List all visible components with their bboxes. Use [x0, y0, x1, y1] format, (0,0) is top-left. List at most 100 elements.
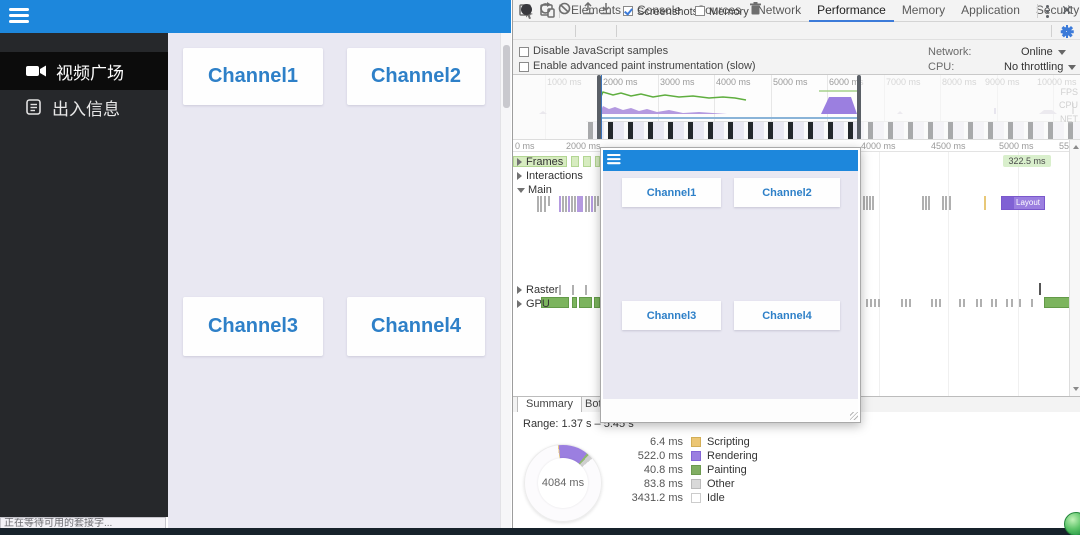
preview-app-header: [603, 150, 858, 171]
summary-donut-chart: 4084 ms: [524, 444, 602, 522]
scroll-down-icon[interactable]: [1073, 387, 1079, 391]
channel3-card[interactable]: Channel3: [183, 297, 323, 356]
paint-instrumentation-row[interactable]: Enable advanced paint instrumentation (s…: [519, 59, 756, 73]
preview-channel3: Channel3: [622, 301, 721, 330]
tab-memory[interactable]: Memory: [901, 3, 946, 17]
capture-settings-pane: Disable JavaScript samples Enable advanc…: [513, 40, 1080, 75]
load-profile-icon[interactable]: [582, 2, 594, 15]
tab-sources[interactable]: Sources: [697, 3, 742, 17]
ruler-tick: 0 ms: [515, 141, 535, 151]
preview-app-body: Channel1 Channel2 Channel3 Channel4: [603, 171, 858, 399]
channel2-card[interactable]: Channel2: [347, 48, 485, 105]
reload-icon[interactable]: [539, 2, 552, 15]
section-frames[interactable]: Frames: [517, 156, 563, 168]
document-icon: [26, 99, 42, 115]
channel1-card[interactable]: Channel1: [183, 48, 323, 105]
toolbar-divider: [616, 25, 617, 37]
legend-row-painting: 40.8 ms Painting: [643, 464, 747, 476]
checkbox-icon: [695, 6, 705, 16]
app-sidebar: 视频广场 出入信息: [0, 33, 168, 517]
selection-handle-left[interactable]: [597, 75, 601, 139]
overview-tick: 5000 ms: [773, 77, 808, 87]
collapse-icon: [517, 187, 525, 193]
cpu-throttle-select[interactable]: No throttling: [1004, 61, 1077, 73]
overview-tick: 3000 ms: [660, 77, 695, 87]
network-throttle-select[interactable]: Online: [1021, 46, 1066, 58]
memory-checkbox[interactable]: Memory: [695, 2, 749, 20]
channel4-card[interactable]: Channel4: [347, 297, 485, 356]
ruler-tick: 4500 ms: [931, 141, 966, 151]
devtools-panel: Elements Console Sources Network Perform…: [512, 0, 1080, 535]
expand-icon: [517, 286, 522, 294]
selected-duration-badge: 322.5 ms: [1003, 155, 1051, 167]
devtools-tabbar: [513, 0, 1080, 22]
chevron-down-icon: [1057, 49, 1066, 55]
total-time-label: 4084 ms: [541, 477, 585, 489]
tab-performance[interactable]: Performance: [809, 0, 894, 22]
sidebar-item-video-plaza[interactable]: 视频广场: [0, 52, 168, 90]
toolbar-divider: [1051, 25, 1052, 37]
section-main[interactable]: Main: [517, 184, 552, 196]
channel-label: Channel2: [370, 65, 462, 87]
toolbar-divider: [575, 25, 576, 37]
save-profile-icon[interactable]: [600, 2, 612, 15]
legend-row-rendering: 522.0 ms Rendering: [637, 450, 758, 462]
sidebar-item-entry-info[interactable]: 出入信息: [0, 90, 168, 124]
tab-summary[interactable]: Summary: [517, 397, 583, 413]
more-options-icon[interactable]: [1046, 5, 1050, 18]
expand-icon: [517, 158, 522, 166]
resize-grip-icon[interactable]: [850, 412, 858, 420]
overview-tick: 4000 ms: [716, 77, 751, 87]
floating-ball-icon[interactable]: [1064, 512, 1080, 535]
checkbox-icon: [519, 47, 529, 57]
screenshots-checkbox[interactable]: Screenshots: [623, 2, 698, 20]
chevron-down-icon: [1068, 64, 1077, 70]
selection-left-line: [601, 75, 602, 139]
frames-bar: [595, 156, 600, 167]
app-header: [0, 0, 511, 33]
legend-row-other: 83.8 ms Other: [643, 478, 735, 490]
close-icon[interactable]: ✕: [1061, 2, 1073, 18]
tab-console[interactable]: Console: [637, 3, 682, 17]
channel-label: Channel1: [207, 65, 299, 87]
scroll-up-icon[interactable]: [1073, 145, 1079, 149]
network-label: Network:: [928, 46, 972, 58]
tab-network[interactable]: Network: [757, 3, 802, 17]
selection-handle-right[interactable]: [857, 75, 861, 139]
section-gpu[interactable]: GPU: [517, 298, 550, 310]
preview-channel4: Channel4: [734, 301, 840, 330]
layout-event-block[interactable]: Layout: [1001, 196, 1045, 210]
tab-elements[interactable]: Elements: [571, 3, 622, 17]
idle-color-chip: [691, 493, 701, 503]
video-camera-icon: [26, 64, 46, 78]
hamburger-menu-icon[interactable]: [9, 8, 29, 25]
channel-label: Channel3: [207, 315, 299, 337]
clear-icon[interactable]: [558, 2, 571, 15]
scrollbar-thumb[interactable]: [503, 45, 510, 108]
section-raster[interactable]: Raster: [517, 284, 558, 296]
sidebar-item-label: 视频广场: [56, 63, 124, 83]
garbage-collect-icon[interactable]: [750, 2, 761, 15]
flame-scrollbar[interactable]: [1069, 140, 1080, 396]
toolbar-divider: [1037, 4, 1038, 18]
taskbar: [0, 528, 1080, 535]
page-scrollbar[interactable]: [500, 33, 511, 530]
channel-label: Channel4: [370, 315, 462, 337]
legend-row-scripting: 6.4 ms Scripting: [649, 436, 750, 448]
record-button[interactable]: [521, 4, 532, 15]
settings-gear-icon[interactable]: [1060, 25, 1074, 38]
ruler-tick: 5000 ms: [999, 141, 1034, 151]
timeline-overview[interactable]: 1000 ms 2000 ms 3000 ms 4000 ms 5000 ms …: [513, 75, 1080, 140]
frames-bar: [583, 156, 591, 167]
performance-toolbar: [513, 22, 1080, 40]
frames-bar: [571, 156, 579, 167]
sidebar-item-label: 出入信息: [52, 99, 120, 119]
painting-color-chip: [691, 465, 701, 475]
app-content: [168, 33, 500, 530]
disable-js-samples-row[interactable]: Disable JavaScript samples: [519, 44, 668, 58]
cpu-label: CPU:: [928, 61, 955, 73]
section-interactions[interactable]: Interactions: [517, 170, 583, 182]
tab-application[interactable]: Application: [961, 3, 1020, 17]
overview-dim-left: [513, 75, 598, 139]
